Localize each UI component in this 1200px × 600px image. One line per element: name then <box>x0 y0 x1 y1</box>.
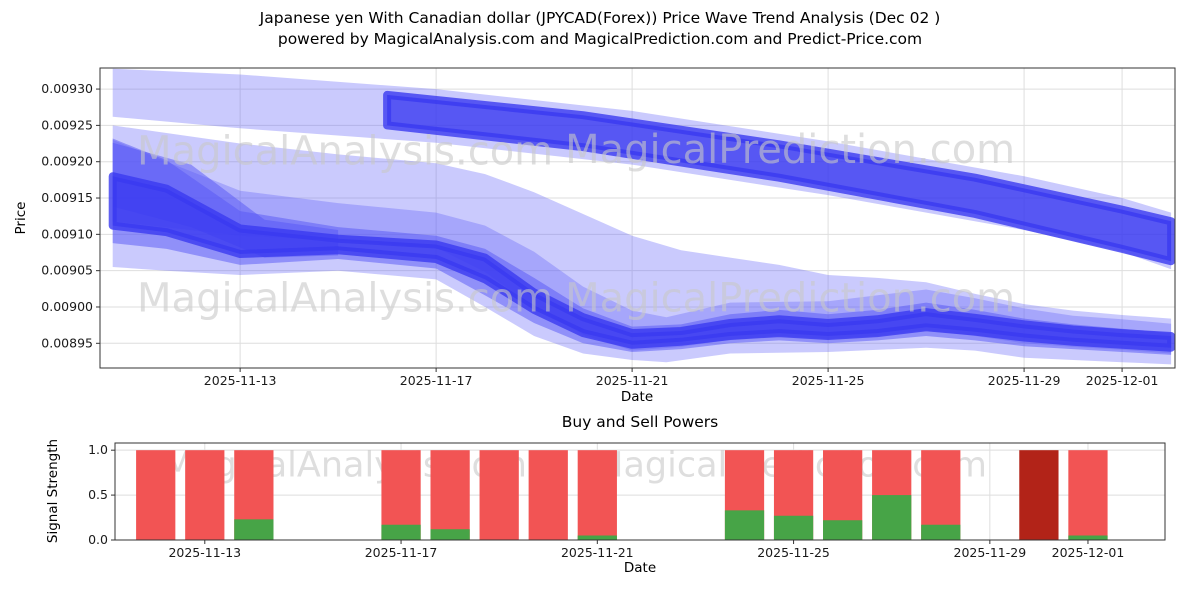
plot-border <box>99 67 1176 369</box>
signal-strength-axis-label: Signal Strength <box>45 438 61 544</box>
buy-bar-2025-11-27 <box>872 495 912 540</box>
y-tick-label: 0.00905 <box>41 263 93 278</box>
buy-bar-2025-11-17 <box>381 524 421 540</box>
y-tick-label: 0.00915 <box>41 190 93 205</box>
buy-bar-2025-11-14 <box>234 519 274 540</box>
x-tick-label: 2025-11-17 <box>365 545 438 560</box>
buy-bar-2025-11-24 <box>724 510 765 540</box>
watermark-text: MagicalPrediction.com <box>565 276 1015 322</box>
x-tick-label: 2025-12-01 <box>1052 545 1125 560</box>
x-tick-label: 2025-12-01 <box>1086 373 1159 388</box>
buy-bar-2025-12-01 <box>1068 535 1108 540</box>
buy-bar-2025-11-25 <box>773 515 814 540</box>
date-axis-label-top: Date <box>620 389 654 405</box>
band-forecast-ribbon-core <box>383 90 1176 266</box>
price-axis-label: Price <box>13 201 29 235</box>
x-tick-label: 2025-11-13 <box>168 545 241 560</box>
y-tick-label: 1.0 <box>88 442 108 457</box>
x-tick-label: 2025-11-25 <box>757 545 830 560</box>
x-tick-label: 2025-11-21 <box>561 545 634 560</box>
figure-subtitle: powered by MagicalAnalysis.com and Magic… <box>277 30 923 48</box>
band-trend-core <box>108 172 1176 352</box>
sell-bar-2025-11-13 <box>185 450 225 540</box>
x-tick-label: 2025-11-17 <box>400 373 473 388</box>
band-mid-envelope <box>112 125 1172 354</box>
buy-bar-2025-11-18 <box>430 529 470 540</box>
price-wave-trend: MagicalAnalysis.com MagicalPrediction.com… <box>41 67 1176 388</box>
buy-sell-powers: MagicalAnalysis.comMagicalPrediction.com… <box>88 442 1166 560</box>
y-tick-label: 0.00930 <box>41 81 93 96</box>
y-tick-label: 0.5 <box>88 487 108 502</box>
buy-bar-2025-11-28 <box>921 524 961 540</box>
buy-sell-powers-title: Buy and Sell Powers <box>561 413 719 431</box>
y-tick-label: 0.00925 <box>41 117 93 132</box>
watermark-text: MagicalPrediction.com <box>565 127 1015 173</box>
sell-bar-2025-11-20 <box>528 450 568 540</box>
x-tick-label: 2025-11-29 <box>954 545 1027 560</box>
sell-bar-2025-11-12 <box>136 450 176 540</box>
watermark-text: MagicalAnalysis.com <box>137 129 553 175</box>
y-tick-label: 0.00900 <box>41 299 93 314</box>
x-tick-label: 2025-11-13 <box>204 373 277 388</box>
buy-bar-2025-11-21 <box>577 535 617 540</box>
sell-bar-2025-11-30 <box>1019 450 1059 540</box>
x-tick-label: 2025-11-25 <box>792 373 865 388</box>
sell-bar-2025-11-21 <box>577 450 617 540</box>
date-axis-label-bottom: Date <box>623 560 657 576</box>
plot-border <box>114 442 1166 541</box>
y-tick-label: 0.00920 <box>41 154 93 169</box>
sell-bar-2025-11-18 <box>430 450 470 540</box>
buy-bar-2025-11-26 <box>823 520 863 540</box>
watermark-text: MagicalAnalysis.com <box>137 276 553 322</box>
y-tick-label: 0.00910 <box>41 226 93 241</box>
figure-title: Japanese yen With Canadian dollar (JPYCA… <box>259 9 941 27</box>
y-tick-label: 0.00895 <box>41 335 93 350</box>
x-tick-label: 2025-11-29 <box>988 373 1061 388</box>
sell-bar-2025-12-01 <box>1068 450 1108 540</box>
band-forecast-ribbon-outer <box>112 68 1172 270</box>
x-tick-label: 2025-11-21 <box>596 373 669 388</box>
sell-bar-2025-11-19 <box>479 450 519 540</box>
y-tick-label: 0.0 <box>88 532 108 547</box>
